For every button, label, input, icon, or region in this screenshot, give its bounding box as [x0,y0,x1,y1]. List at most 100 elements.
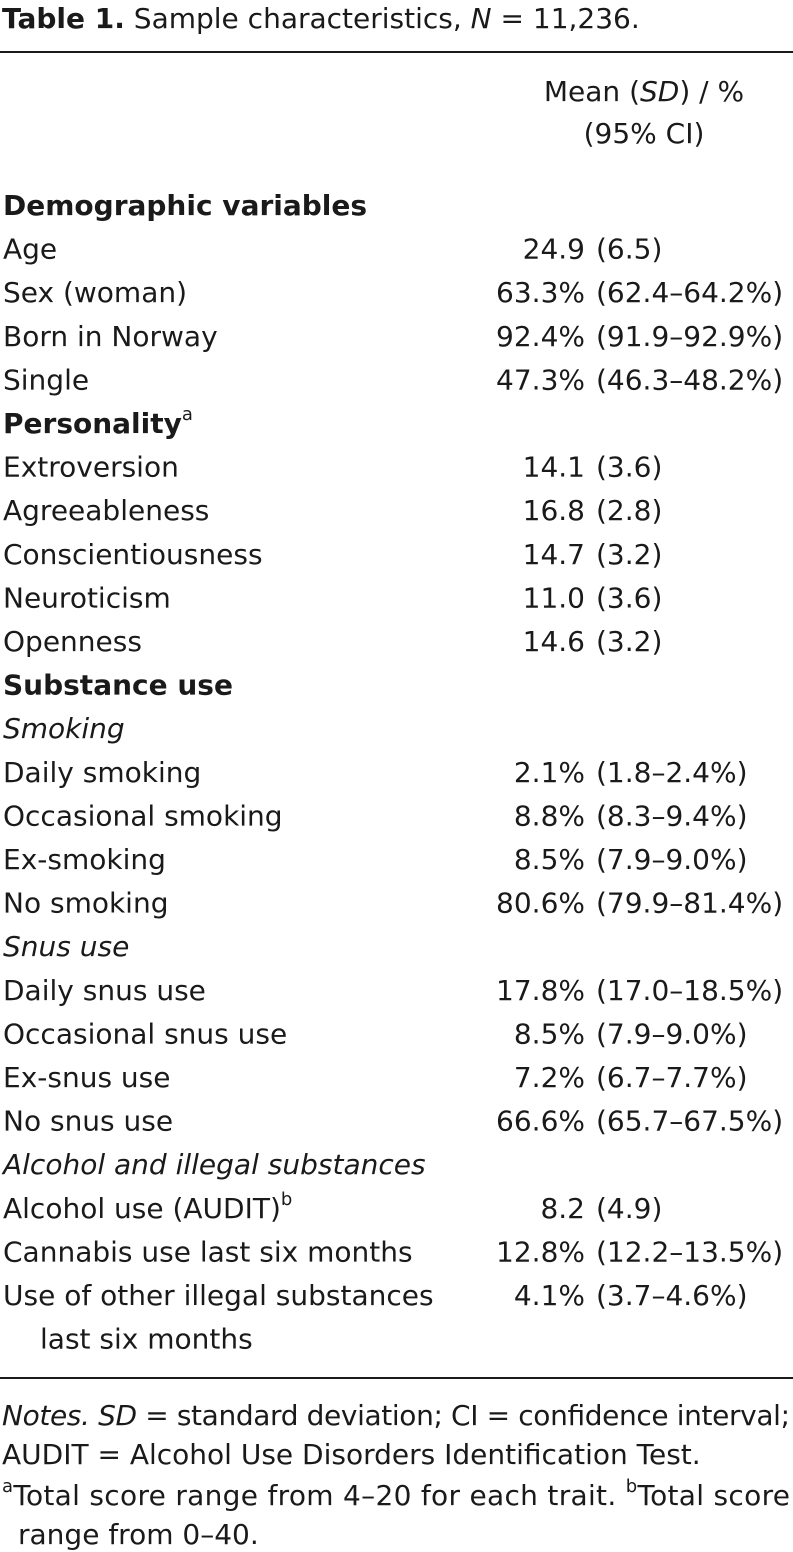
label-text: Alcohol and illegal substances [1,1148,426,1181]
row-label: Cannabis use last six months [3,1235,413,1268]
label-text: Cannabis use last six months [3,1235,413,1268]
interval: (65.7–67.5%) [596,1105,783,1138]
label-text: Ex-smoking [3,843,166,876]
interval: (3.7–4.6%) [596,1279,748,1312]
interval: (46.3–48.2%) [596,363,783,396]
row-label: Agreeableness [3,494,209,527]
row-label: Sex (woman) [3,276,187,309]
column-header: Mean (SD) / % [544,75,744,108]
text-segment: Total score range from 4–20 for each tra… [12,1479,625,1512]
label-text: Born in Norway [3,320,218,353]
estimate: 7.2% [514,1061,585,1094]
subsection-label: Alcohol and illegal substances [1,1148,426,1181]
estimate: 2.1% [514,756,585,789]
column-header: (95% CI) [584,117,705,150]
estimate: 24.9 [523,233,585,266]
footnote-mark: a [182,404,193,425]
interval: (6.5) [596,233,662,266]
estimate: 66.6% [496,1105,585,1138]
row-label: Alcohol use (AUDIT)b [3,1188,292,1225]
label-text: Conscientiousness [3,538,263,571]
interval: (3.6) [596,581,662,614]
estimate: 8.5% [514,1017,585,1050]
interval: (62.4–64.2%) [596,276,783,309]
interval: (12.2–13.5%) [596,1235,783,1268]
text-segment: Total score [636,1479,790,1512]
label-text: Single [3,363,89,396]
row-label: Daily smoking [3,756,201,789]
interval: (3.2) [596,625,662,658]
estimate: 8.2 [540,1192,585,1225]
interval: (1.8–2.4%) [596,756,748,789]
table-title: Table 1. Sample characteristics, N = 11,… [2,2,640,35]
note-line: range from 0–40. [18,1518,259,1551]
text-segment: range from 0–40. [18,1518,259,1551]
subsection-label: Snus use [3,930,129,963]
row-label: Ex-snus use [3,1061,171,1094]
estimate: 63.3% [496,276,585,309]
label-text: Substance use [3,669,233,702]
label-text: Agreeableness [3,494,209,527]
subsection-label: Smoking [3,712,125,745]
estimate: 80.6% [496,887,585,920]
text-segment: Mean ( [544,75,640,108]
row-label: Neuroticism [3,581,171,614]
estimate: 17.8% [496,974,585,1007]
interval: (8.3–9.4%) [596,799,748,832]
label-text: Occasional snus use [3,1017,287,1050]
text-segment: N [471,2,492,35]
estimate: 8.5% [514,843,585,876]
text-segment: SD [98,1399,137,1432]
text-segment: b [626,1476,637,1497]
label-text: Occasional smoking [3,799,283,832]
text-segment: SD [640,75,679,108]
row-label: Use of other illegal substances [3,1279,434,1312]
text-segment: AUDIT = Alcohol Use Disorders Identifica… [2,1438,701,1471]
row-label: Occasional smoking [3,799,283,832]
estimate: 47.3% [496,363,585,396]
row-label: No snus use [3,1105,173,1138]
label-text: Extroversion [3,451,179,484]
row-label: Extroversion [3,451,179,484]
estimate: 4.1% [514,1279,585,1312]
text-segment: Sample characteristics, [125,2,471,35]
row-label: Conscientiousness [3,538,263,571]
row-label: Age [3,233,57,266]
label-text: Alcohol use (AUDIT) [3,1192,281,1225]
row-label: Openness [3,625,142,658]
label-text: No snus use [3,1105,173,1138]
row-label: Single [3,363,89,396]
row-label: Born in Norway [3,320,218,353]
estimate: 14.1 [523,451,585,484]
interval: (6.7–7.7%) [596,1061,748,1094]
interval: (17.0–18.5%) [596,974,783,1007]
text-segment: = standard deviation; CI = confidence in… [137,1399,790,1432]
label-text: Ex-snus use [3,1061,171,1094]
note-line: Notes. SD = standard deviation; CI = con… [2,1399,790,1432]
note-line: aTotal score range from 4–20 for each tr… [2,1476,790,1513]
footnote-mark: b [281,1188,292,1209]
label-text: Daily smoking [3,756,201,789]
text-segment: a [2,1476,13,1497]
estimate: 14.6 [523,625,585,658]
section-label: Demographic variables [3,189,367,222]
text-segment: Notes. [2,1399,98,1432]
label-text: Daily snus use [3,974,206,1007]
label-text: Openness [3,625,142,658]
interval: (91.9–92.9%) [596,320,783,353]
section-label: Personalitya [3,404,193,441]
label-text: Use of other illegal substances [3,1279,434,1312]
note-line: AUDIT = Alcohol Use Disorders Identifica… [2,1438,701,1471]
label-text: Sex (woman) [3,276,187,309]
label-text: Personality [3,407,182,440]
interval: (2.8) [596,494,662,527]
estimate: 92.4% [496,320,585,353]
text-segment: = 11,236. [492,2,640,35]
label-text: Age [3,233,57,266]
interval: (3.2) [596,538,662,571]
label-text: Smoking [3,712,125,745]
interval: (7.9–9.0%) [596,1017,748,1050]
row-label: Ex-smoking [3,843,166,876]
